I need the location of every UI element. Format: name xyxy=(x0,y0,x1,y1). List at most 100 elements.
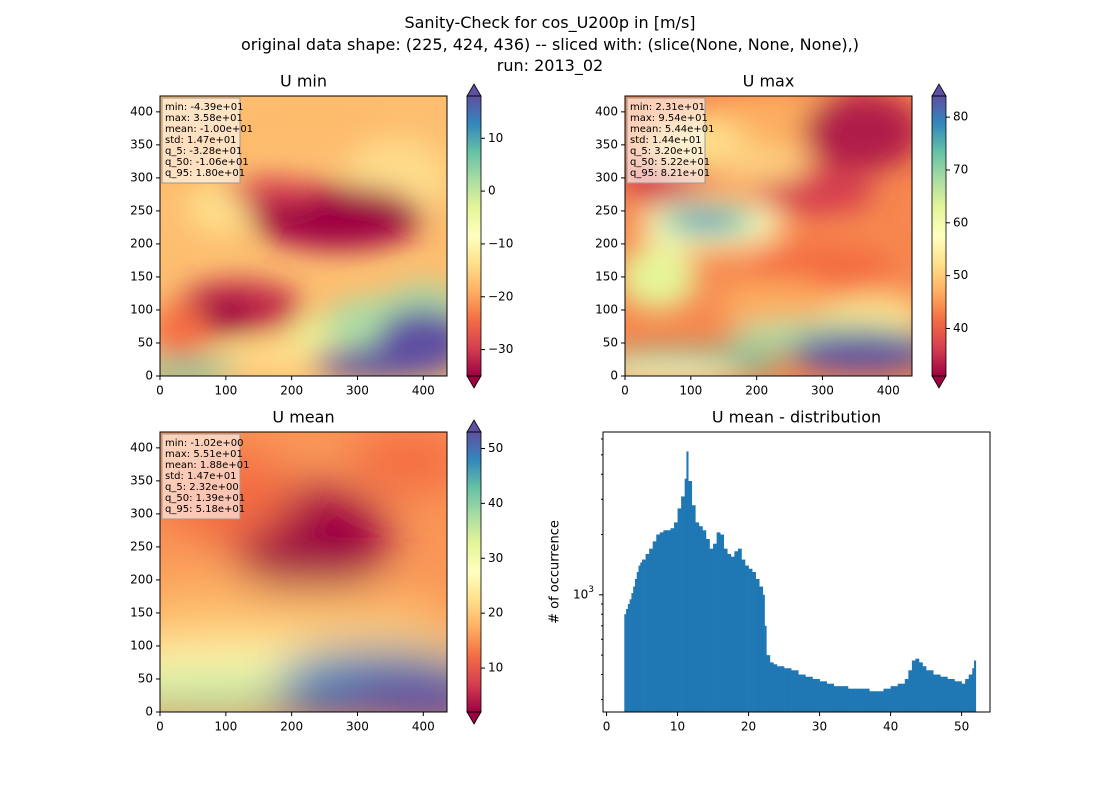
colorbar-tick-label: 40 xyxy=(953,321,968,335)
heatmap-blob xyxy=(160,586,447,640)
histogram-bar xyxy=(702,530,707,712)
stats-line: std: 1.44e+01 xyxy=(630,135,702,146)
x-tick-label: 20 xyxy=(741,720,756,734)
histogram-bar xyxy=(876,691,884,712)
x-tick-label: 100 xyxy=(214,384,237,398)
y-tick-label: 150 xyxy=(130,269,153,283)
histogram-bar xyxy=(670,528,675,712)
y-tick-label: 200 xyxy=(130,236,153,250)
histogram-bar xyxy=(766,655,771,712)
suptitle-line1: Sanity-Check for cos_U200p in [m/s] xyxy=(404,13,696,32)
histogram-bar xyxy=(636,572,639,712)
histogram-bar xyxy=(791,670,799,712)
histogram-bar xyxy=(776,666,785,712)
histogram-bar xyxy=(974,660,977,712)
histogram-bar xyxy=(926,670,934,712)
y-tick-label: 300 xyxy=(595,170,618,184)
y-tick-label: 300 xyxy=(130,506,153,520)
plot-frame xyxy=(624,95,913,377)
histogram-bar xyxy=(769,662,774,712)
colorbar-extend-top xyxy=(466,83,482,97)
y-tick-label: 200 xyxy=(595,236,618,250)
colorbar-tick-label: −30 xyxy=(488,342,513,356)
histogram-bar xyxy=(812,678,820,712)
histogram-bar xyxy=(773,664,778,712)
histogram-bar xyxy=(629,599,632,712)
histogram-bar xyxy=(741,559,746,712)
histogram-bar xyxy=(947,678,955,712)
histogram-bar xyxy=(691,505,696,712)
histogram-bar xyxy=(656,534,661,712)
colorbar: 10 20 30 40 50 xyxy=(466,419,503,725)
colorbar-frame xyxy=(931,95,947,377)
stats-line: max: 9.54e+01 xyxy=(630,113,708,124)
colorbar-fill xyxy=(467,96,481,376)
histogram-bar xyxy=(674,522,678,712)
x-tick-label: 0 xyxy=(603,720,611,734)
heatmap-blob xyxy=(717,280,836,327)
x-tick-label: 40 xyxy=(883,720,898,734)
x-tick-label: 400 xyxy=(877,384,900,398)
y-tick-label: 100 xyxy=(130,638,153,652)
histogram-bar xyxy=(940,676,948,712)
histogram-bar xyxy=(705,538,710,712)
histogram-bar xyxy=(709,548,714,712)
y-tick-label: 100 xyxy=(130,302,153,316)
histogram-bar xyxy=(666,530,671,712)
histogram-bar xyxy=(840,686,849,712)
histogram-bar xyxy=(826,683,835,712)
histogram-bar xyxy=(961,683,966,712)
histogram-bar xyxy=(698,526,703,712)
histogram-bar xyxy=(723,548,728,712)
panel-title: U mean xyxy=(272,408,334,427)
histogram-bar xyxy=(798,674,806,712)
heatmap-blob xyxy=(232,98,391,139)
stats-line: q_95: 8.21e+01 xyxy=(630,168,710,179)
histogram-bar xyxy=(883,688,891,712)
stats-box xyxy=(161,97,241,184)
histogram-bar xyxy=(922,666,927,712)
histogram-bar xyxy=(737,548,742,712)
histogram-bar xyxy=(642,559,646,712)
histogram-bar xyxy=(649,548,654,712)
y-tick-label: 350 xyxy=(595,137,618,151)
colorbar-tick-label: 50 xyxy=(953,268,968,282)
y-tick-label: 400 xyxy=(130,440,153,454)
heatmap-blob xyxy=(677,212,737,229)
histogram-bar xyxy=(624,614,627,712)
histogram-bar xyxy=(659,532,664,712)
histogram-bar xyxy=(862,688,870,712)
histogram-bar xyxy=(933,674,941,712)
y-tick-label: 400 xyxy=(130,104,153,118)
histogram-bar xyxy=(748,568,753,712)
histogram-bars xyxy=(624,451,977,712)
colorbar: 40 50 60 70 80 xyxy=(931,83,968,389)
colorbar-tick-label: 60 xyxy=(953,215,968,229)
x-tick-label: 400 xyxy=(412,384,435,398)
histogram-bar xyxy=(965,678,969,712)
histogram-bar xyxy=(633,586,636,712)
heatmap-blob xyxy=(350,432,447,495)
x-tick-label: 200 xyxy=(280,384,303,398)
plot-frame xyxy=(159,95,448,377)
colorbar-tick-label: 20 xyxy=(488,606,503,620)
heatmap-blobs xyxy=(160,432,447,712)
x-tick-label: 300 xyxy=(811,384,834,398)
y-tick-label: 250 xyxy=(130,203,153,217)
panel-title: U mean - distribution xyxy=(712,408,881,427)
histogram-panel: 0 10 20 30 40 50 103 U mean - distribution # of … xyxy=(548,408,991,734)
stats-line: q_50: 5.22e+01 xyxy=(630,157,710,168)
heatmap-panel-3: 0 100 200 300 400 0 50 100 150 200 250 300 350 400 U m… xyxy=(130,408,503,734)
y-tick-exponent: 3 xyxy=(588,584,594,594)
stats-line: q_50: 1.39e+01 xyxy=(165,493,245,504)
x-tick-label: 50 xyxy=(954,720,969,734)
plot-frame xyxy=(602,431,991,713)
heatmap-blob xyxy=(789,333,912,373)
stats-line: min: -4.39e+01 xyxy=(165,102,244,113)
x-tick-label: 300 xyxy=(346,720,369,734)
plot-frame xyxy=(159,431,448,713)
colorbar-extend-top xyxy=(466,419,482,433)
histogram-bar xyxy=(627,603,630,712)
suptitle-line2: original data shape: (225, 424, 436) -- … xyxy=(241,35,859,54)
